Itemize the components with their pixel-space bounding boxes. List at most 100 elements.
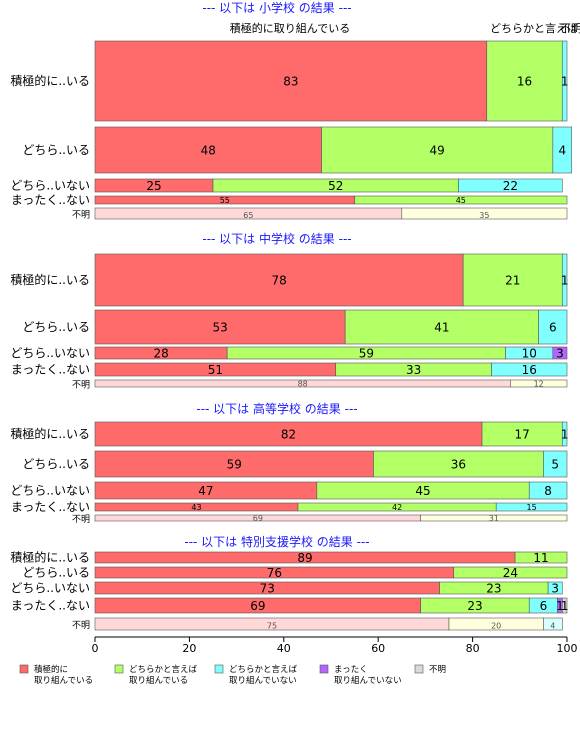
bar-segment bbox=[543, 617, 563, 631]
data-label: 25 bbox=[146, 179, 161, 193]
legend-swatch bbox=[414, 664, 424, 674]
data-label: 73 bbox=[260, 581, 275, 595]
bar-segment bbox=[561, 40, 568, 122]
bar-segment bbox=[552, 346, 568, 360]
data-label: 78 bbox=[271, 273, 286, 287]
bar-segment bbox=[552, 126, 573, 174]
data-label: 4 bbox=[550, 621, 555, 630]
data-label: 65 bbox=[243, 211, 253, 220]
legend-label: 取り組んでいる bbox=[34, 675, 93, 686]
data-label: 24 bbox=[503, 566, 518, 580]
data-label: 12 bbox=[534, 379, 544, 388]
bar-segment bbox=[543, 450, 568, 478]
row-label: 不明 bbox=[72, 380, 90, 391]
data-label: 21 bbox=[505, 273, 520, 287]
row-label: どちら..いる bbox=[22, 566, 90, 580]
data-label: 16 bbox=[517, 74, 532, 88]
legend-label: 積極的に bbox=[34, 664, 68, 675]
data-label: 16 bbox=[522, 363, 537, 377]
legend-swatch bbox=[214, 664, 224, 674]
row-label: どちら..いる bbox=[22, 320, 90, 334]
legend-label: 取り組んでいない bbox=[334, 675, 402, 686]
bar-segment bbox=[420, 514, 568, 522]
data-label: 51 bbox=[208, 363, 223, 377]
row-label: 不明 bbox=[72, 210, 90, 221]
x-tick-label: 60 bbox=[371, 642, 385, 655]
row-label: まったく..ない bbox=[11, 193, 90, 207]
panel-title: --- 以下は 小学校 の結果 --- bbox=[202, 0, 351, 15]
legend-swatch bbox=[19, 664, 29, 674]
data-label: 11 bbox=[533, 551, 548, 565]
x-tick-label: 40 bbox=[277, 642, 291, 655]
panel-title: --- 以下は 特別支援学校 の結果 --- bbox=[184, 534, 369, 549]
row-label: どちら..いる bbox=[22, 457, 90, 471]
bar-segment bbox=[561, 597, 568, 614]
row-label: 不明 bbox=[72, 514, 90, 525]
legend-label: どちらかと言えば bbox=[129, 664, 198, 675]
bar-segment bbox=[94, 421, 483, 447]
panel-title: --- 以下は 中学校 の結果 --- bbox=[202, 231, 351, 246]
panel-title: --- 以下は 高等学校 の結果 --- bbox=[196, 401, 357, 416]
data-label: 22 bbox=[503, 179, 518, 193]
data-label: 42 bbox=[392, 503, 402, 512]
bar-segment bbox=[94, 253, 464, 307]
bar-segment bbox=[491, 362, 568, 377]
data-label: 23 bbox=[467, 599, 482, 613]
legend-swatch bbox=[319, 664, 329, 674]
data-label: 6 bbox=[549, 320, 557, 334]
bar-segment bbox=[462, 253, 563, 307]
data-label: 6 bbox=[540, 599, 548, 613]
data-label: 35 bbox=[479, 211, 489, 220]
data-label: 3 bbox=[556, 346, 564, 360]
legend-label: 取り組んでいる bbox=[129, 675, 188, 686]
data-label: 3 bbox=[551, 581, 559, 595]
legend-label: まったく bbox=[334, 665, 368, 675]
data-label: 5 bbox=[551, 457, 559, 471]
data-label: 53 bbox=[212, 320, 227, 334]
data-label: 45 bbox=[456, 196, 466, 205]
row-label: 不明 bbox=[72, 620, 90, 631]
bar-segment bbox=[354, 195, 568, 205]
data-label: 89 bbox=[297, 551, 312, 565]
x-tick-label: 100 bbox=[557, 642, 578, 655]
bar-segment bbox=[561, 421, 568, 447]
bar-segment bbox=[94, 309, 346, 345]
row-label: どちら..いない bbox=[10, 346, 90, 360]
data-label: 1 bbox=[561, 74, 569, 88]
row-label: どちら..いない bbox=[10, 581, 90, 595]
bar-segment bbox=[94, 126, 322, 174]
bar-segment bbox=[528, 481, 568, 500]
data-label: 1 bbox=[561, 427, 569, 441]
data-label: 55 bbox=[220, 196, 230, 205]
data-label: 69 bbox=[253, 514, 263, 523]
data-label: 82 bbox=[281, 427, 296, 441]
data-label: 1 bbox=[561, 599, 569, 613]
bar-segment bbox=[321, 126, 554, 174]
data-label: 10 bbox=[522, 346, 537, 360]
row-label: どちら..いない bbox=[10, 484, 90, 498]
bar-segment bbox=[538, 309, 568, 345]
data-label: 17 bbox=[515, 427, 530, 441]
bar-segment bbox=[94, 450, 374, 478]
data-label: 33 bbox=[406, 363, 421, 377]
top-label-0: 積極的に取り組んでいる bbox=[230, 21, 350, 35]
data-label: 15 bbox=[527, 503, 537, 512]
data-label: 1 bbox=[556, 599, 564, 613]
row-label: 積極的に..いる bbox=[10, 272, 90, 287]
row-label: どちら..いない bbox=[10, 179, 90, 193]
x-tick-label: 20 bbox=[182, 642, 196, 655]
row-label: まったく..ない bbox=[11, 363, 90, 377]
data-label: 4 bbox=[558, 143, 566, 157]
data-label: 49 bbox=[430, 143, 445, 157]
row-label: 積極的に..いる bbox=[10, 73, 90, 88]
data-label: 76 bbox=[267, 566, 282, 580]
data-label: 88 bbox=[298, 379, 308, 388]
bar-segment bbox=[373, 450, 544, 478]
data-label: 23 bbox=[486, 581, 501, 595]
row-label: 積極的に..いる bbox=[10, 550, 90, 565]
data-label: 20 bbox=[491, 621, 501, 630]
bar-segment bbox=[486, 40, 563, 122]
row-label: 積極的に..いる bbox=[10, 426, 90, 441]
top-label-2: 不明 bbox=[560, 22, 580, 35]
